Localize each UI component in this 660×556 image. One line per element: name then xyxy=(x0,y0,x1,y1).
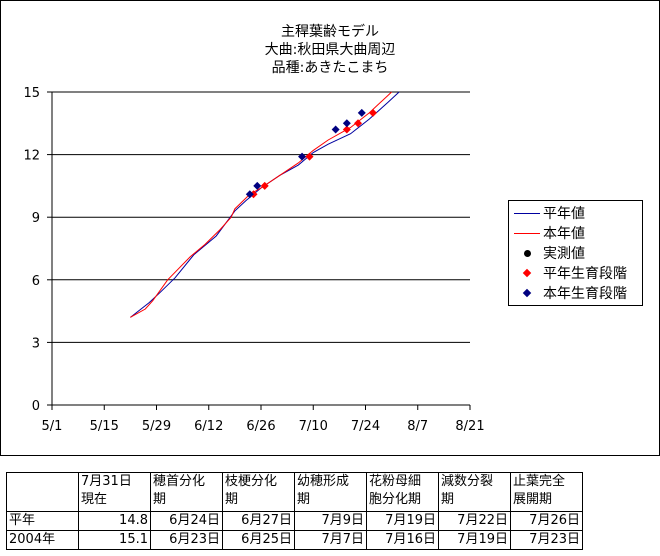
header-line: 期 xyxy=(297,492,311,507)
header-line: 期 xyxy=(441,492,455,507)
diamond-marker xyxy=(245,190,254,199)
diamond-marker xyxy=(253,181,262,190)
header-cell: 止葉完全 展開期 xyxy=(510,472,583,512)
table-header-row: 7月31日現在 穂首分化期 枝梗分化期 幼穂形成期 花粉母細胞分化期 減数分裂期… xyxy=(6,472,583,512)
diamond-marker-icon xyxy=(522,288,532,298)
header-line: 幼穂形成 xyxy=(297,474,350,489)
table-cell: 15.1 xyxy=(78,530,151,550)
y-tick-label: 3 xyxy=(32,336,40,351)
table-cell: 7月16日 xyxy=(366,530,439,550)
table-cell: 6月24日 xyxy=(150,511,223,531)
legend-item: 平年生育段階 xyxy=(513,263,627,283)
x-tick-label: 6/26 xyxy=(246,419,275,434)
legend-label: 実測値 xyxy=(543,246,585,262)
header-line: 穂首分化 xyxy=(153,474,206,489)
table-cell: 7月7日 xyxy=(294,530,367,550)
header-line: 現在 xyxy=(81,492,108,507)
row-label: 2004年 xyxy=(6,530,79,550)
header-cell: 枝梗分化期 xyxy=(222,472,295,512)
y-tick-label: 9 xyxy=(32,211,40,226)
x-tick-label: 7/10 xyxy=(299,419,328,434)
y-tick-label: 0 xyxy=(32,399,40,414)
header-cell: 花粉母細 胞分化期 xyxy=(366,472,439,512)
table-cell: 7月19日 xyxy=(366,511,439,531)
legend-item: 平年値 xyxy=(513,203,585,223)
legend-label: 本年生育段階 xyxy=(543,286,627,302)
table-cell: 7月23日 xyxy=(510,530,583,550)
y-tick-label: 6 xyxy=(32,274,40,289)
header-line: 展開期 xyxy=(513,492,553,507)
chart-title-line-3: 品種:あきたこまち xyxy=(271,60,389,76)
header-line: 胞分化期 xyxy=(369,492,422,507)
legend-label: 本年値 xyxy=(543,226,585,242)
x-tick-label: 5/1 xyxy=(42,419,63,434)
x-tick-label: 7/24 xyxy=(351,419,380,434)
header-cell: 穂首分化期 xyxy=(150,472,223,512)
x-tick-label: 5/29 xyxy=(142,419,171,434)
legend-item: 本年値 xyxy=(513,223,585,243)
header-cell xyxy=(6,472,79,512)
line-swatch-icon xyxy=(514,212,540,214)
y-tick-label: 15 xyxy=(23,86,40,101)
table-cell: 7月26日 xyxy=(510,511,583,531)
row-label: 平年 xyxy=(6,511,79,531)
header-cell: 減数分裂期 xyxy=(438,472,511,512)
circle-marker-icon xyxy=(523,249,531,257)
x-tick-label: 8/21 xyxy=(455,419,484,434)
diamond-marker xyxy=(298,152,307,161)
table-cell: 7月22日 xyxy=(438,511,511,531)
chart-title-line-2: 大曲:秋田県大曲周辺 xyxy=(264,42,396,58)
diamond-marker xyxy=(357,108,366,117)
legend-label: 平年生育段階 xyxy=(543,266,627,282)
chart-title-line-1: 主稈葉齢モデル xyxy=(281,24,379,40)
legend-label: 平年値 xyxy=(543,206,585,222)
legend-item: 実測値 xyxy=(513,243,585,263)
header-line: 止葉完全 xyxy=(513,474,566,489)
diamond-marker xyxy=(354,119,363,128)
table-row: 平年 14.8 6月24日 6月27日 7月9日 7月19日 7月22日 7月2… xyxy=(6,511,583,531)
table-row: 2004年 15.1 6月23日 6月25日 7月7日 7月16日 7月19日 … xyxy=(6,530,583,550)
growth-stage-table: 7月31日現在 穂首分化期 枝梗分化期 幼穂形成期 花粉母細胞分化期 減数分裂期… xyxy=(6,472,583,550)
x-tick-label: 6/12 xyxy=(194,419,223,434)
header-line: 7月31日 xyxy=(81,474,132,489)
header-line: 減数分裂 xyxy=(441,474,494,489)
table-cell: 7月19日 xyxy=(438,530,511,550)
header-cell: 7月31日現在 xyxy=(78,472,151,512)
header-line: 期 xyxy=(153,492,167,507)
table-cell: 6月23日 xyxy=(150,530,223,550)
diamond-marker xyxy=(368,108,377,117)
header-cell: 幼穂形成期 xyxy=(294,472,367,512)
diamond-marker xyxy=(305,152,314,161)
series-line-2 xyxy=(130,91,392,318)
header-line: 期 xyxy=(225,492,239,507)
table-cell: 14.8 xyxy=(78,511,151,531)
y-tick-label: 12 xyxy=(23,149,40,164)
x-tick-label: 5/15 xyxy=(90,419,119,434)
plot-area: 0 3 6 9 12 15 5/1 5/15 5/29 6/12 6/26 7/10 7/24 8/7 8/… xyxy=(23,86,484,434)
diamond-marker xyxy=(342,119,351,128)
legend-item: 本年生育段階 xyxy=(513,283,627,303)
diamond-marker-icon xyxy=(522,268,532,278)
header-line: 枝梗分化 xyxy=(225,474,278,489)
diamond-marker xyxy=(331,125,340,134)
table-cell: 6月25日 xyxy=(222,530,295,550)
legend: 平年値 本年値 実測値 平年生育段階 本年生育段階 xyxy=(508,200,643,306)
line-swatch-icon xyxy=(514,232,540,234)
diamond-marker xyxy=(260,181,269,190)
table-cell: 7月9日 xyxy=(294,511,367,531)
x-tick-label: 8/7 xyxy=(407,419,428,434)
header-line: 花粉母細 xyxy=(369,474,422,489)
diamond-marker xyxy=(342,125,351,134)
table-cell: 6月27日 xyxy=(222,511,295,531)
